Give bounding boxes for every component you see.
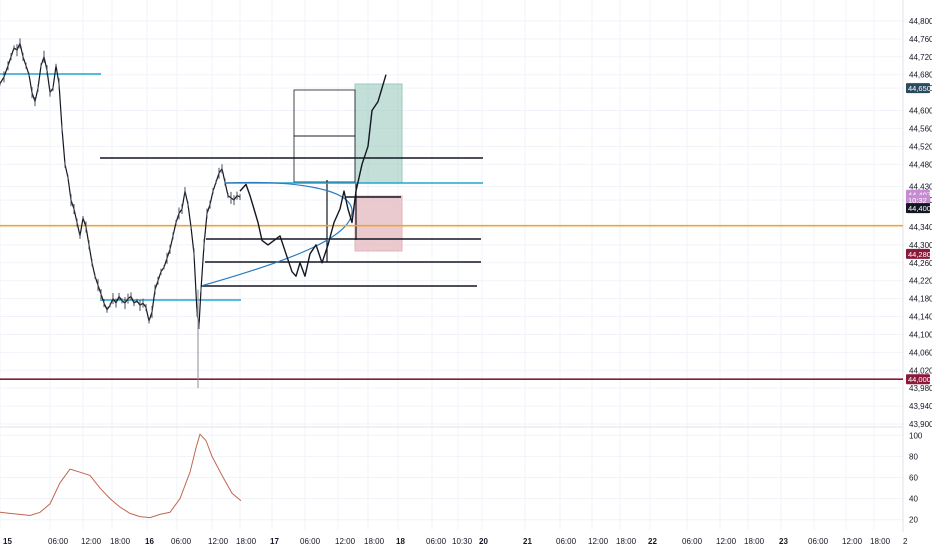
price-tick-label: 43,980 xyxy=(909,384,932,393)
indicator-axis[interactable]: 100 80 60 40 20 xyxy=(909,431,923,524)
price-tick-label: 44,520 xyxy=(909,142,932,151)
price-badge: 44,280 xyxy=(906,248,931,259)
price-badge: 44,000 xyxy=(906,374,931,385)
price-line xyxy=(0,42,241,327)
time-tick-label: 18:00 xyxy=(364,537,385,546)
indicator-line xyxy=(0,433,242,519)
price-tick-label: 43,940 xyxy=(909,402,932,411)
time-tick-label: 21 xyxy=(523,537,532,546)
time-tick-label: 06:00 xyxy=(682,537,703,546)
blue-curve-tool[interactable] xyxy=(200,181,353,287)
price-badge-bg xyxy=(906,374,930,385)
time-tick-label: 06:00 xyxy=(808,537,829,546)
time-axis[interactable]: 15 06:00 12:00 18:00 16 06:00 12:00 18:00 17 06:0… xyxy=(3,537,908,546)
indicator-tick-label: 40 xyxy=(909,495,918,504)
time-tick-label: 06:00 xyxy=(48,537,69,546)
time-tick-label: 22 xyxy=(648,537,657,546)
price-tick-label: 44,340 xyxy=(909,223,932,232)
price-badge-label: 44,650 xyxy=(908,84,931,93)
price-tick-label: 44,220 xyxy=(909,277,932,286)
price-tick-label: 44,180 xyxy=(909,295,932,304)
price-tick-label: 43,900 xyxy=(909,420,932,429)
time-tick-label: 12:00 xyxy=(588,537,609,546)
time-tick-label: 18:00 xyxy=(236,537,257,546)
time-tick-label: 20 xyxy=(479,537,488,546)
price-badge: 44,400 xyxy=(906,203,931,214)
price-tick-label: 44,480 xyxy=(909,160,932,169)
time-tick-label: 06:00 xyxy=(556,537,577,546)
time-tick-label: 18 xyxy=(396,537,405,546)
chart-grid xyxy=(0,0,904,532)
indicator-tick-label: 100 xyxy=(909,431,923,440)
time-tick-label: 15 xyxy=(3,537,12,546)
time-tick-label: 12:00 xyxy=(208,537,229,546)
price-tick-label: 44,060 xyxy=(909,348,932,357)
price-badge-label: 44,000 xyxy=(908,375,931,384)
price-badge-bg xyxy=(906,195,930,206)
time-tick-label: 12:00 xyxy=(335,537,356,546)
price-badge-label: 44,280 xyxy=(908,250,931,259)
time-tick-label: 18:00 xyxy=(110,537,131,546)
price-badge-label: 10:32 xyxy=(908,196,927,205)
time-tick-label: 16 xyxy=(145,537,154,546)
price-tick-label: 44,560 xyxy=(909,124,932,133)
price-tick-label: 44,430 xyxy=(909,183,932,192)
time-tick-label: 06:00 xyxy=(426,537,447,546)
time-tick-label: 18:00 xyxy=(744,537,765,546)
price-badge-label: 44,400 xyxy=(908,204,931,213)
time-tick-label: 18:00 xyxy=(870,537,891,546)
price-badge-bg xyxy=(906,203,930,214)
time-tick-label: 17 xyxy=(270,537,279,546)
range-box-middle[interactable] xyxy=(293,135,356,183)
price-badge: 44,650 xyxy=(906,83,931,94)
price-badge-bg xyxy=(906,248,930,259)
time-tick-label: 06:00 xyxy=(300,537,321,546)
time-tick-label: 10:30 xyxy=(452,537,473,546)
price-badge: 10:32 xyxy=(906,195,930,206)
time-tick-label: 06:00 xyxy=(171,537,192,546)
time-tick-label: 12:00 xyxy=(842,537,863,546)
price-tick-label: 44,600 xyxy=(909,107,932,116)
indicator-pane xyxy=(0,433,242,519)
price-tick-label: 44,760 xyxy=(909,35,932,44)
time-tick-label: 18:00 xyxy=(616,537,637,546)
indicator-tick-label: 20 xyxy=(909,516,918,525)
time-tick-label: 12:00 xyxy=(81,537,102,546)
time-tick-label: 23 xyxy=(779,537,788,546)
price-axis[interactable]: 44,800 44,760 44,720 44,680 44,650 44,600 44,5… xyxy=(909,17,932,429)
time-tick-label: 2 xyxy=(903,537,908,546)
price-tick-label: 44,260 xyxy=(909,259,932,268)
price-tick-label: 44,020 xyxy=(909,366,932,375)
time-tick-label: 12:00 xyxy=(716,537,737,546)
long-position-loss-zone[interactable] xyxy=(354,195,403,252)
price-tick-label: 44,680 xyxy=(909,71,932,80)
price-tick-label: 44,300 xyxy=(909,241,932,250)
price-badge-bg xyxy=(906,83,930,94)
indicator-tick-label: 80 xyxy=(909,452,918,461)
indicator-tick-label: 60 xyxy=(909,474,918,483)
horizontal-levels xyxy=(0,224,903,381)
price-tick-label: 44,800 xyxy=(909,17,932,26)
price-series-layer xyxy=(0,38,387,389)
forecast-path[interactable] xyxy=(239,74,387,277)
range-box-upper[interactable] xyxy=(293,89,356,137)
price-tick-label: 44,720 xyxy=(909,53,932,62)
price-tick-label: 44,100 xyxy=(909,330,932,339)
price-tick-label: 44,140 xyxy=(909,313,932,322)
